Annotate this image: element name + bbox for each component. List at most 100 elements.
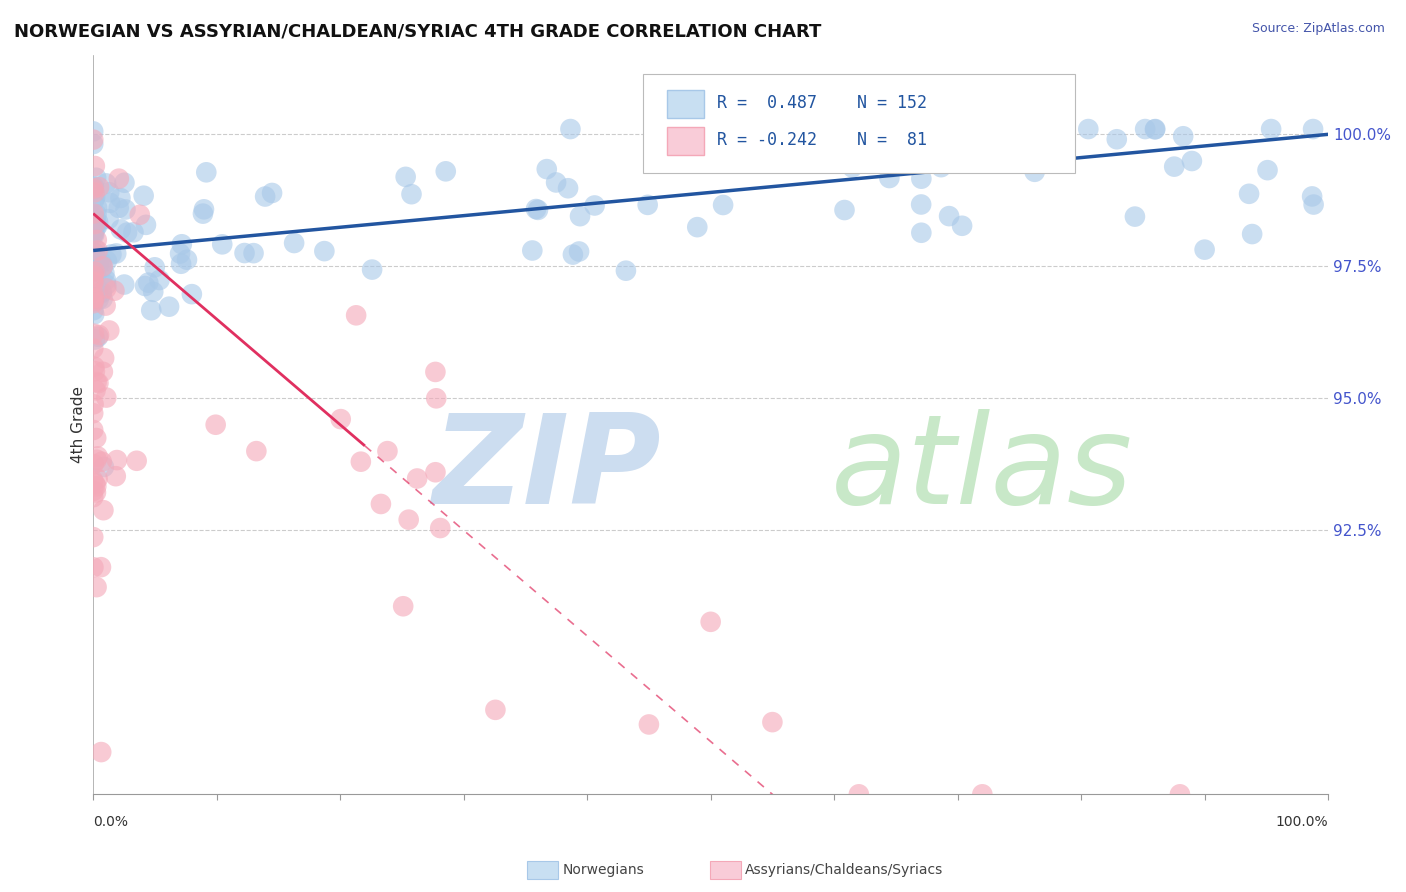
Point [569,209,592,223]
Point [83,250,105,264]
Point [82,180,104,194]
Point [143,260,166,275]
Text: ZIP: ZIP [433,409,661,530]
Point [1168,787,1191,801]
Point [176,252,198,267]
Point [83,291,105,305]
Point [1049,140,1071,154]
Point [82,285,104,300]
Point [82,265,104,279]
Point [929,160,952,174]
FancyBboxPatch shape [668,90,704,118]
Point [90,286,112,301]
Point [1302,197,1324,211]
Point [93,351,115,366]
Point [82,291,104,305]
Point [91,365,114,379]
Point [84,264,107,278]
Point [211,237,233,252]
Point [560,122,582,136]
Point [90,455,112,469]
Text: Norwegians: Norwegians [562,863,644,877]
Point [110,191,132,205]
Point [83,219,105,234]
Point [83,326,105,341]
Point [91,260,114,274]
Point [972,787,994,801]
Text: 0.0%: 0.0% [93,815,128,830]
Point [361,262,384,277]
Point [1194,243,1216,257]
Point [83,227,105,242]
Point [132,188,155,202]
Point [94,299,117,313]
Point [91,292,114,306]
Text: R = -0.242    N =  81: R = -0.242 N = 81 [717,131,927,149]
Point [96,253,118,268]
Point [82,474,104,488]
Point [86,207,108,221]
Point [105,246,128,260]
Text: 100.0%: 100.0% [1275,815,1329,830]
Point [87,256,110,270]
Point [233,246,256,260]
Point [83,227,105,241]
Point [98,185,121,199]
Point [834,202,856,217]
Point [1105,132,1128,146]
Point [83,186,105,200]
Point [83,245,105,260]
Point [169,246,191,260]
Point [87,330,110,344]
Point [93,460,115,475]
Point [84,190,107,204]
Point [134,279,156,293]
Point [434,164,457,178]
Point [262,186,284,200]
Point [82,220,104,235]
Point [135,218,157,232]
FancyBboxPatch shape [668,127,704,155]
Point [1004,122,1026,136]
Point [946,122,969,136]
Point [82,406,104,420]
Point [86,219,108,233]
Point [83,264,105,278]
Point [128,208,150,222]
Point [82,423,104,437]
Point [82,342,104,356]
Point [96,391,118,405]
Point [110,222,132,236]
Point [82,227,104,241]
Point [82,303,104,318]
Point [1010,127,1032,141]
Point [83,258,105,272]
Point [83,211,105,225]
Point [83,179,105,194]
Point [83,397,105,411]
Point [83,206,105,220]
Point [344,308,367,322]
Point [122,225,145,239]
Point [82,490,104,504]
Point [950,219,973,233]
Point [84,214,107,228]
Point [82,124,104,138]
Point [83,217,105,231]
Point [761,715,783,730]
Point [112,277,135,292]
Point [83,194,105,208]
Point [191,206,214,220]
Point [84,431,107,445]
Point [83,307,105,321]
Point [84,255,107,269]
Point [484,703,506,717]
Point [100,247,122,261]
Point [370,497,392,511]
Point [242,246,264,260]
Point [83,219,105,234]
Point [83,359,105,374]
Point [84,476,107,491]
Text: NORWEGIAN VS ASSYRIAN/CHALDEAN/SYRIAC 4TH GRADE CORRELATION CHART: NORWEGIAN VS ASSYRIAN/CHALDEAN/SYRIAC 4T… [14,22,821,40]
Point [87,215,110,229]
